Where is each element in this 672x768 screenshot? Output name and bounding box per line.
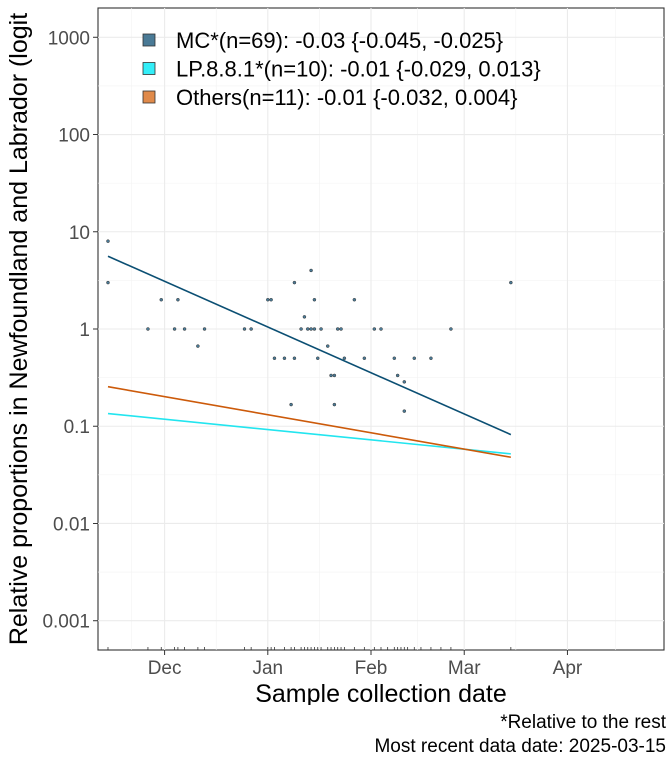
y-tick-label: 0.001 [42, 612, 90, 633]
data-point [309, 268, 313, 273]
legend-key [142, 33, 156, 47]
legend-key [142, 62, 156, 75]
legend: MC*(n=69): -0.03 {-0.045, -0.025} LP.8.8.… [142, 28, 541, 110]
data-point [106, 280, 110, 285]
data-point [395, 373, 400, 378]
data-point [299, 327, 303, 331]
data-point [392, 356, 397, 361]
data-point [172, 327, 177, 331]
data-point [272, 356, 277, 361]
legend-key [142, 90, 156, 104]
legend-label: Others(n=11): -0.01 {-0.032, 0.004} [176, 85, 517, 110]
y-tick-label: 10 [69, 223, 90, 244]
data-point [242, 327, 247, 331]
y-tick-label: 100 [58, 126, 90, 147]
data-point [319, 327, 323, 331]
data-point [282, 356, 287, 361]
data-point [372, 327, 377, 331]
data-point [449, 327, 453, 331]
data-point [309, 327, 313, 331]
data-point [176, 297, 180, 302]
chart: 0.001 0.01 0.1 1 10 100 1000 Dec Jan Feb Mar Apr M… [5, 7, 665, 705]
data-point [335, 327, 340, 331]
data-point [339, 327, 343, 331]
data-point [332, 373, 337, 378]
data-point [196, 344, 200, 348]
y-axis: 0.001 0.01 0.1 1 10 100 1000 [42, 28, 98, 633]
data-points [106, 239, 513, 413]
data-point [362, 356, 367, 361]
x-axis: Dec Jan Feb Mar Apr [148, 650, 583, 679]
caption-relative-note: *Relative to the rest [500, 712, 666, 733]
data-point [379, 327, 383, 331]
trend-line [107, 385, 511, 459]
x-tick-label: Feb [355, 658, 388, 679]
data-point [509, 280, 513, 285]
trend-line [107, 412, 511, 455]
data-point [292, 280, 297, 285]
data-point [202, 327, 207, 331]
data-point [159, 297, 164, 302]
legend-label: LP.8.8.1*(n=10): -0.01 {-0.029, 0.013} [176, 57, 541, 82]
data-point [315, 356, 320, 361]
data-point [329, 373, 333, 378]
data-point [289, 402, 293, 407]
y-tick-label: 0.01 [53, 514, 90, 535]
x-tick-label: Dec [148, 658, 182, 679]
data-point [429, 356, 433, 361]
data-point [292, 356, 297, 361]
x-tick-label: Jan [252, 658, 283, 679]
caption-recent-date: Most recent data date: 2025-03-15 [374, 736, 666, 757]
data-point [306, 327, 310, 331]
data-point [402, 409, 407, 413]
data-point [146, 327, 150, 331]
data-point [332, 402, 337, 407]
x-axis-title: Sample collection date [255, 680, 507, 705]
trend-line [107, 255, 512, 436]
data-point [106, 239, 110, 243]
data-point [402, 380, 407, 384]
grid-lines [98, 8, 664, 650]
data-point [352, 297, 357, 302]
data-point [342, 356, 347, 361]
legend-label: MC*(n=69): -0.03 {-0.045, -0.025} [176, 28, 503, 53]
data-point [266, 297, 270, 302]
x-tick-label: Mar [448, 658, 481, 679]
date-rug [107, 647, 512, 650]
y-axis-title: Relative proportions in Newfoundland and… [5, 13, 33, 645]
data-point [182, 327, 187, 331]
data-point [249, 327, 253, 331]
data-point [412, 356, 417, 361]
data-point [312, 297, 317, 302]
data-point [325, 344, 330, 348]
data-point [312, 327, 317, 331]
data-point [269, 297, 273, 302]
x-tick-label: Apr [553, 658, 583, 679]
y-tick-label: 0.1 [64, 417, 90, 438]
y-tick-label: 1000 [48, 28, 90, 49]
data-point [302, 315, 307, 319]
trend-lines [107, 255, 512, 459]
y-tick-label: 1 [79, 320, 90, 341]
